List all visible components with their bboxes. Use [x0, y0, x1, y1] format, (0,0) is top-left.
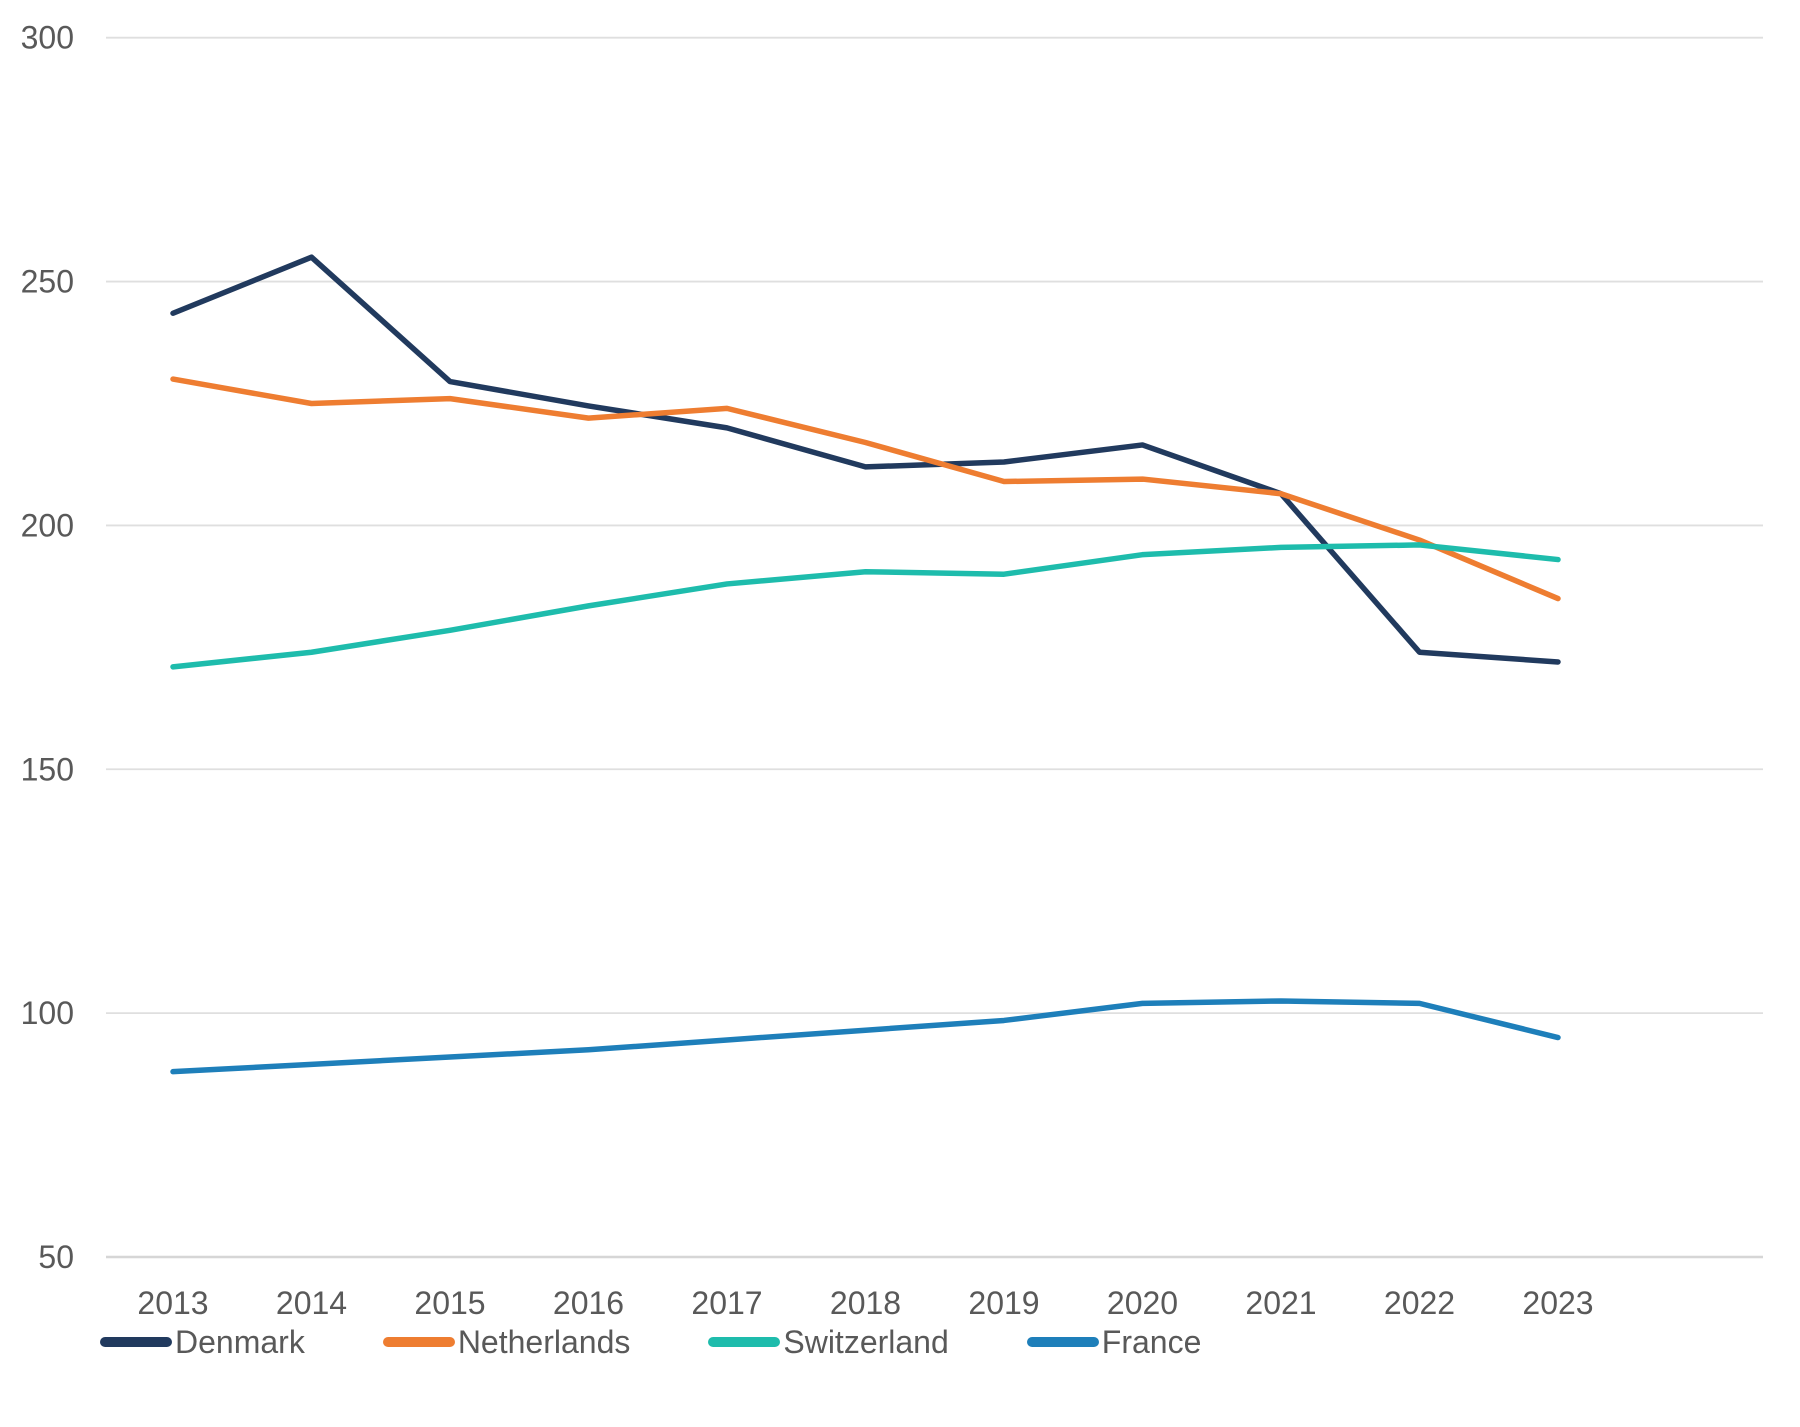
legend-item-france: France [1026, 1324, 1202, 1360]
x-axis-tick-label: 2016 [553, 1285, 624, 1321]
x-axis-tick-label: 2019 [968, 1285, 1039, 1321]
legend-swatch-denmark [100, 1337, 172, 1347]
chart-legend: Denmark Netherlands Switzerland France [100, 1326, 1201, 1358]
y-axis-tick-label: 150 [21, 751, 74, 787]
x-axis-tick-label: 2020 [1107, 1285, 1178, 1321]
x-axis-tick-label: 2014 [276, 1285, 347, 1321]
legend-item-switzerland: Switzerland [708, 1324, 949, 1360]
legend-label: Denmark [175, 1324, 305, 1360]
legend-label: Switzerland [783, 1324, 949, 1360]
x-axis-tick-label: 2015 [414, 1285, 485, 1321]
x-axis-tick-label: 2013 [137, 1285, 208, 1321]
series-line-denmark [170, 254, 1561, 665]
x-axis-tick-label: 2018 [830, 1285, 901, 1321]
legend-item-denmark: Denmark [100, 1326, 305, 1358]
x-axis-tick-label: 2023 [1522, 1285, 1593, 1321]
y-axis-tick-label: 300 [21, 20, 74, 56]
legend-item-netherlands: Netherlands [382, 1324, 631, 1360]
legend-label: Netherlands [457, 1324, 631, 1360]
series-line-france [170, 998, 1561, 1075]
y-axis-tick-label: 100 [21, 995, 74, 1031]
legend-swatch-netherlands [382, 1337, 455, 1347]
x-axis-tick-label: 2022 [1384, 1285, 1455, 1321]
series-line-netherlands [170, 376, 1561, 602]
legend-label: France [1101, 1324, 1202, 1360]
y-axis-tick-label: 200 [21, 507, 74, 543]
x-axis-tick-label: 2017 [691, 1285, 762, 1321]
y-axis-tick-label: 250 [21, 264, 74, 300]
x-axis-tick-label: 2021 [1245, 1285, 1316, 1321]
legend-swatch-france [1026, 1337, 1099, 1347]
legend-swatch-switzerland [708, 1337, 781, 1347]
series-line-switzerland [170, 542, 1561, 670]
y-axis-tick-label: 50 [38, 1239, 74, 1275]
